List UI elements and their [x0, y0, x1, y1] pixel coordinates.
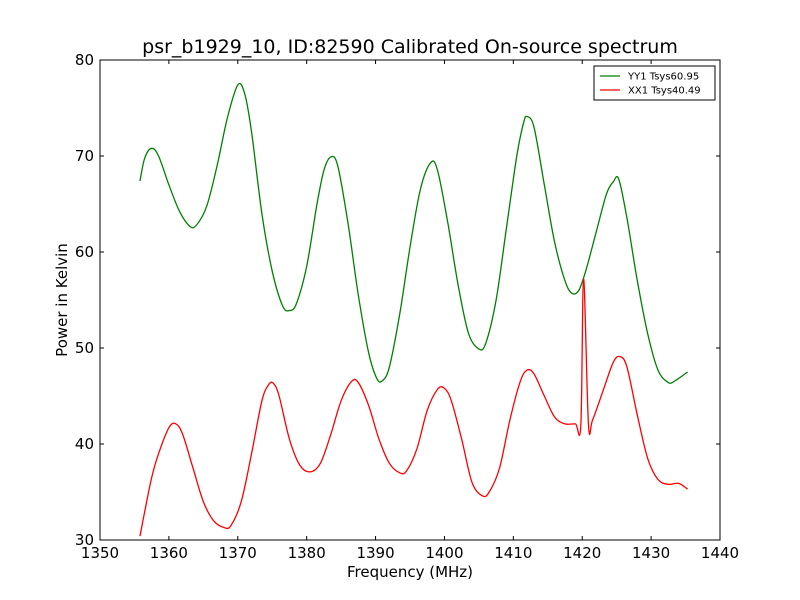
- x-axis: 1350 1360 1370 1380 1390 1400 1410 1420 1430 1440: [81, 60, 739, 562]
- series-layer: [139, 82, 688, 537]
- chart-title: psr_b1929_10, ID:82590 Calibrated On-sou…: [142, 36, 678, 58]
- legend-label: XX1 Tsys40.49: [628, 86, 701, 97]
- x-tick-label: 1410: [494, 544, 532, 562]
- x-tick-label: 1400: [425, 544, 463, 562]
- legend: YY1 Tsys60.95 XX1 Tsys40.49: [593, 65, 716, 101]
- x-tick-label: 1430: [632, 544, 670, 562]
- plot-area: [99, 59, 721, 541]
- x-tick-label: 1380: [288, 544, 326, 562]
- series-line-yy1: [139, 82, 688, 384]
- x-axis-title: Frequency (MHz): [347, 563, 473, 581]
- x-tick-label: 1440: [701, 544, 739, 562]
- x-tick-label: 1370: [219, 544, 257, 562]
- y-tick-label: 60: [75, 243, 94, 261]
- y-tick-label: 80: [75, 51, 94, 69]
- x-tick-label: 1420: [563, 544, 601, 562]
- y-axis: 30 40 50 60 70 80: [75, 51, 720, 549]
- legend-label: YY1 Tsys60.95: [627, 72, 699, 83]
- y-tick-label: 50: [75, 339, 94, 357]
- x-tick-label: 1350: [81, 544, 119, 562]
- y-tick-label: 70: [75, 147, 94, 165]
- series-line-xx1: [139, 278, 688, 537]
- legend-box: [593, 65, 716, 101]
- x-tick-label: 1390: [356, 544, 394, 562]
- y-tick-label: 40: [75, 435, 94, 453]
- y-axis-title: Power in Kelvin: [53, 243, 71, 357]
- x-tick-label: 1360: [150, 544, 188, 562]
- y-tick-label: 30: [75, 531, 94, 549]
